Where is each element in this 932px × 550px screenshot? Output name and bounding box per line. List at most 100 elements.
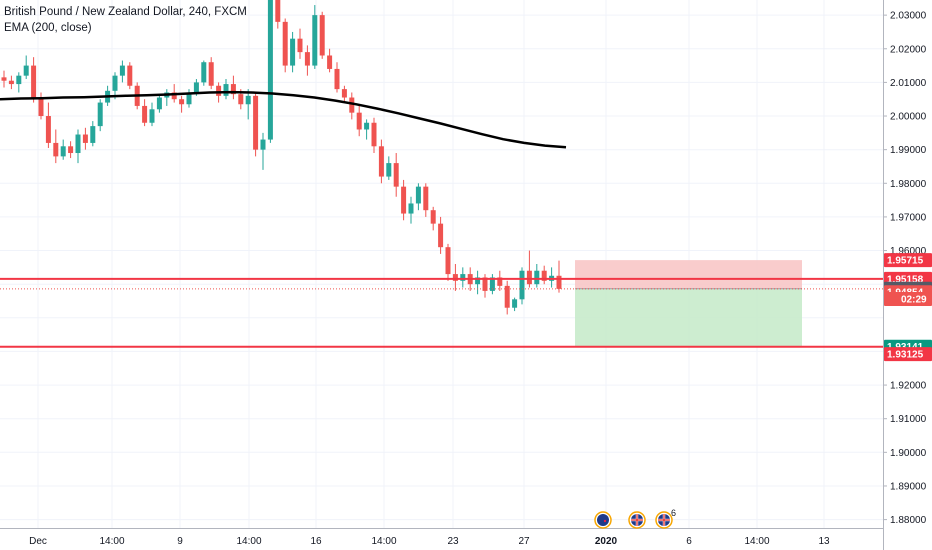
candle-body[interactable]: [519, 270, 525, 300]
candle-body[interactable]: [275, 0, 281, 22]
time-tick-label: 14:00: [371, 536, 396, 547]
candle-body[interactable]: [156, 97, 162, 110]
candle-body[interactable]: [482, 277, 488, 291]
price-tick-label: 1.99000: [890, 145, 927, 156]
candle-body[interactable]: [245, 95, 251, 105]
price-badge[interactable]: [884, 253, 932, 268]
candle-body[interactable]: [541, 270, 547, 281]
candle-body[interactable]: [460, 274, 466, 281]
candle-body[interactable]: [193, 82, 199, 93]
price-tick-label: 1.96000: [890, 246, 927, 257]
candle-body[interactable]: [423, 186, 429, 211]
candle-body[interactable]: [512, 299, 518, 308]
plot-layer: [0, 0, 883, 348]
candle-body[interactable]: [526, 270, 532, 285]
price-badge[interactable]: [884, 291, 932, 306]
candle-body[interactable]: [341, 89, 347, 98]
candle-body[interactable]: [297, 38, 303, 53]
candle-body[interactable]: [230, 84, 236, 95]
candle-body[interactable]: [53, 142, 59, 157]
candle-body[interactable]: [16, 75, 22, 85]
candle-body[interactable]: [282, 21, 288, 66]
price-tick-label: 1.90000: [890, 448, 927, 459]
price-axis[interactable]: 2.03000 2.02000 2.01000 2.00000 1.99000 1.980…: [883, 11, 932, 526]
candle-body[interactable]: [267, 0, 273, 140]
candle-body[interactable]: [90, 126, 96, 143]
candle-body[interactable]: [260, 139, 266, 150]
candle-body[interactable]: [216, 85, 222, 96]
time-tick-label: 14:00: [236, 536, 261, 547]
candle-body[interactable]: [452, 274, 458, 281]
united-kingdom-flag-icon[interactable]: 6: [655, 508, 676, 529]
time-axis[interactable]: Dec 14:00 9 14:00 16 14:00 23 27 2020 6 14:00 13: [29, 536, 830, 547]
ema-line[interactable]: [0, 90, 567, 149]
candle-body[interactable]: [179, 99, 185, 105]
candle-body[interactable]: [8, 80, 14, 85]
candle-body[interactable]: [31, 65, 37, 98]
candle-body[interactable]: [75, 134, 81, 154]
candle-body[interactable]: [1, 77, 7, 81]
price-tick-label: 1.89000: [890, 481, 927, 492]
indicator-label[interactable]: EMA (200, close): [4, 22, 92, 34]
candle-body[interactable]: [401, 186, 407, 214]
candle-body[interactable]: [312, 15, 318, 66]
candle-body[interactable]: [82, 134, 88, 143]
candle-body[interactable]: [334, 68, 340, 90]
time-tick-label: 13: [818, 536, 830, 547]
candle-body[interactable]: [253, 95, 259, 150]
time-tick-label: 6: [686, 536, 692, 547]
candle-body[interactable]: [23, 65, 29, 76]
new-zealand-flag-icon[interactable]: [594, 511, 612, 529]
candle-body[interactable]: [149, 109, 155, 123]
candle-body[interactable]: [497, 277, 503, 286]
price-badge[interactable]: [884, 347, 932, 362]
candle-body[interactable]: [364, 122, 370, 130]
candle-body[interactable]: [127, 65, 133, 86]
candle-body[interactable]: [475, 277, 481, 285]
candle-body[interactable]: [408, 203, 414, 214]
candle-body[interactable]: [393, 163, 399, 187]
united-kingdom-flag-icon[interactable]: [628, 511, 646, 529]
candle-body[interactable]: [60, 146, 66, 157]
stop-loss-zone[interactable]: [575, 260, 802, 289]
candle-body[interactable]: [327, 55, 333, 69]
candle-body[interactable]: [378, 146, 384, 177]
candle-body[interactable]: [112, 75, 118, 91]
take-profit-zone[interactable]: [575, 288, 802, 347]
candle-body[interactable]: [223, 84, 229, 96]
candle-body[interactable]: [415, 186, 421, 204]
candle-body[interactable]: [186, 92, 192, 105]
candle-body[interactable]: [208, 62, 214, 86]
price-tick-label: 2.02000: [890, 44, 927, 55]
candle-body[interactable]: [45, 116, 51, 143]
candle-body[interactable]: [445, 247, 451, 275]
candle-body[interactable]: [171, 92, 177, 100]
candle-body[interactable]: [371, 122, 377, 147]
candle-body[interactable]: [304, 52, 310, 66]
candle-body[interactable]: [489, 277, 495, 291]
candle-body[interactable]: [142, 105, 148, 123]
candle-body[interactable]: [238, 94, 244, 105]
price-tick-label: 2.01000: [890, 78, 927, 89]
candle-body[interactable]: [290, 38, 296, 66]
candle-body[interactable]: [556, 275, 562, 289]
candle-body[interactable]: [97, 102, 103, 127]
candle-body[interactable]: [319, 15, 325, 56]
economic-events[interactable]: 6: [594, 508, 676, 529]
candle-body[interactable]: [68, 146, 74, 154]
candle-body[interactable]: [504, 285, 510, 308]
candle-body[interactable]: [349, 97, 355, 113]
candle-body[interactable]: [201, 62, 207, 83]
candle-body[interactable]: [438, 223, 444, 248]
flag-red-v: [636, 514, 638, 526]
candle-body[interactable]: [430, 210, 436, 224]
candle-body[interactable]: [356, 112, 362, 130]
symbol-title[interactable]: British Pound / New Zealand Dollar, 240,…: [4, 6, 247, 18]
candle-body[interactable]: [534, 270, 540, 285]
candle-body[interactable]: [386, 163, 392, 177]
candle-body[interactable]: [119, 65, 125, 76]
candle-body[interactable]: [38, 97, 44, 117]
time-tick-label: 16: [310, 536, 322, 547]
